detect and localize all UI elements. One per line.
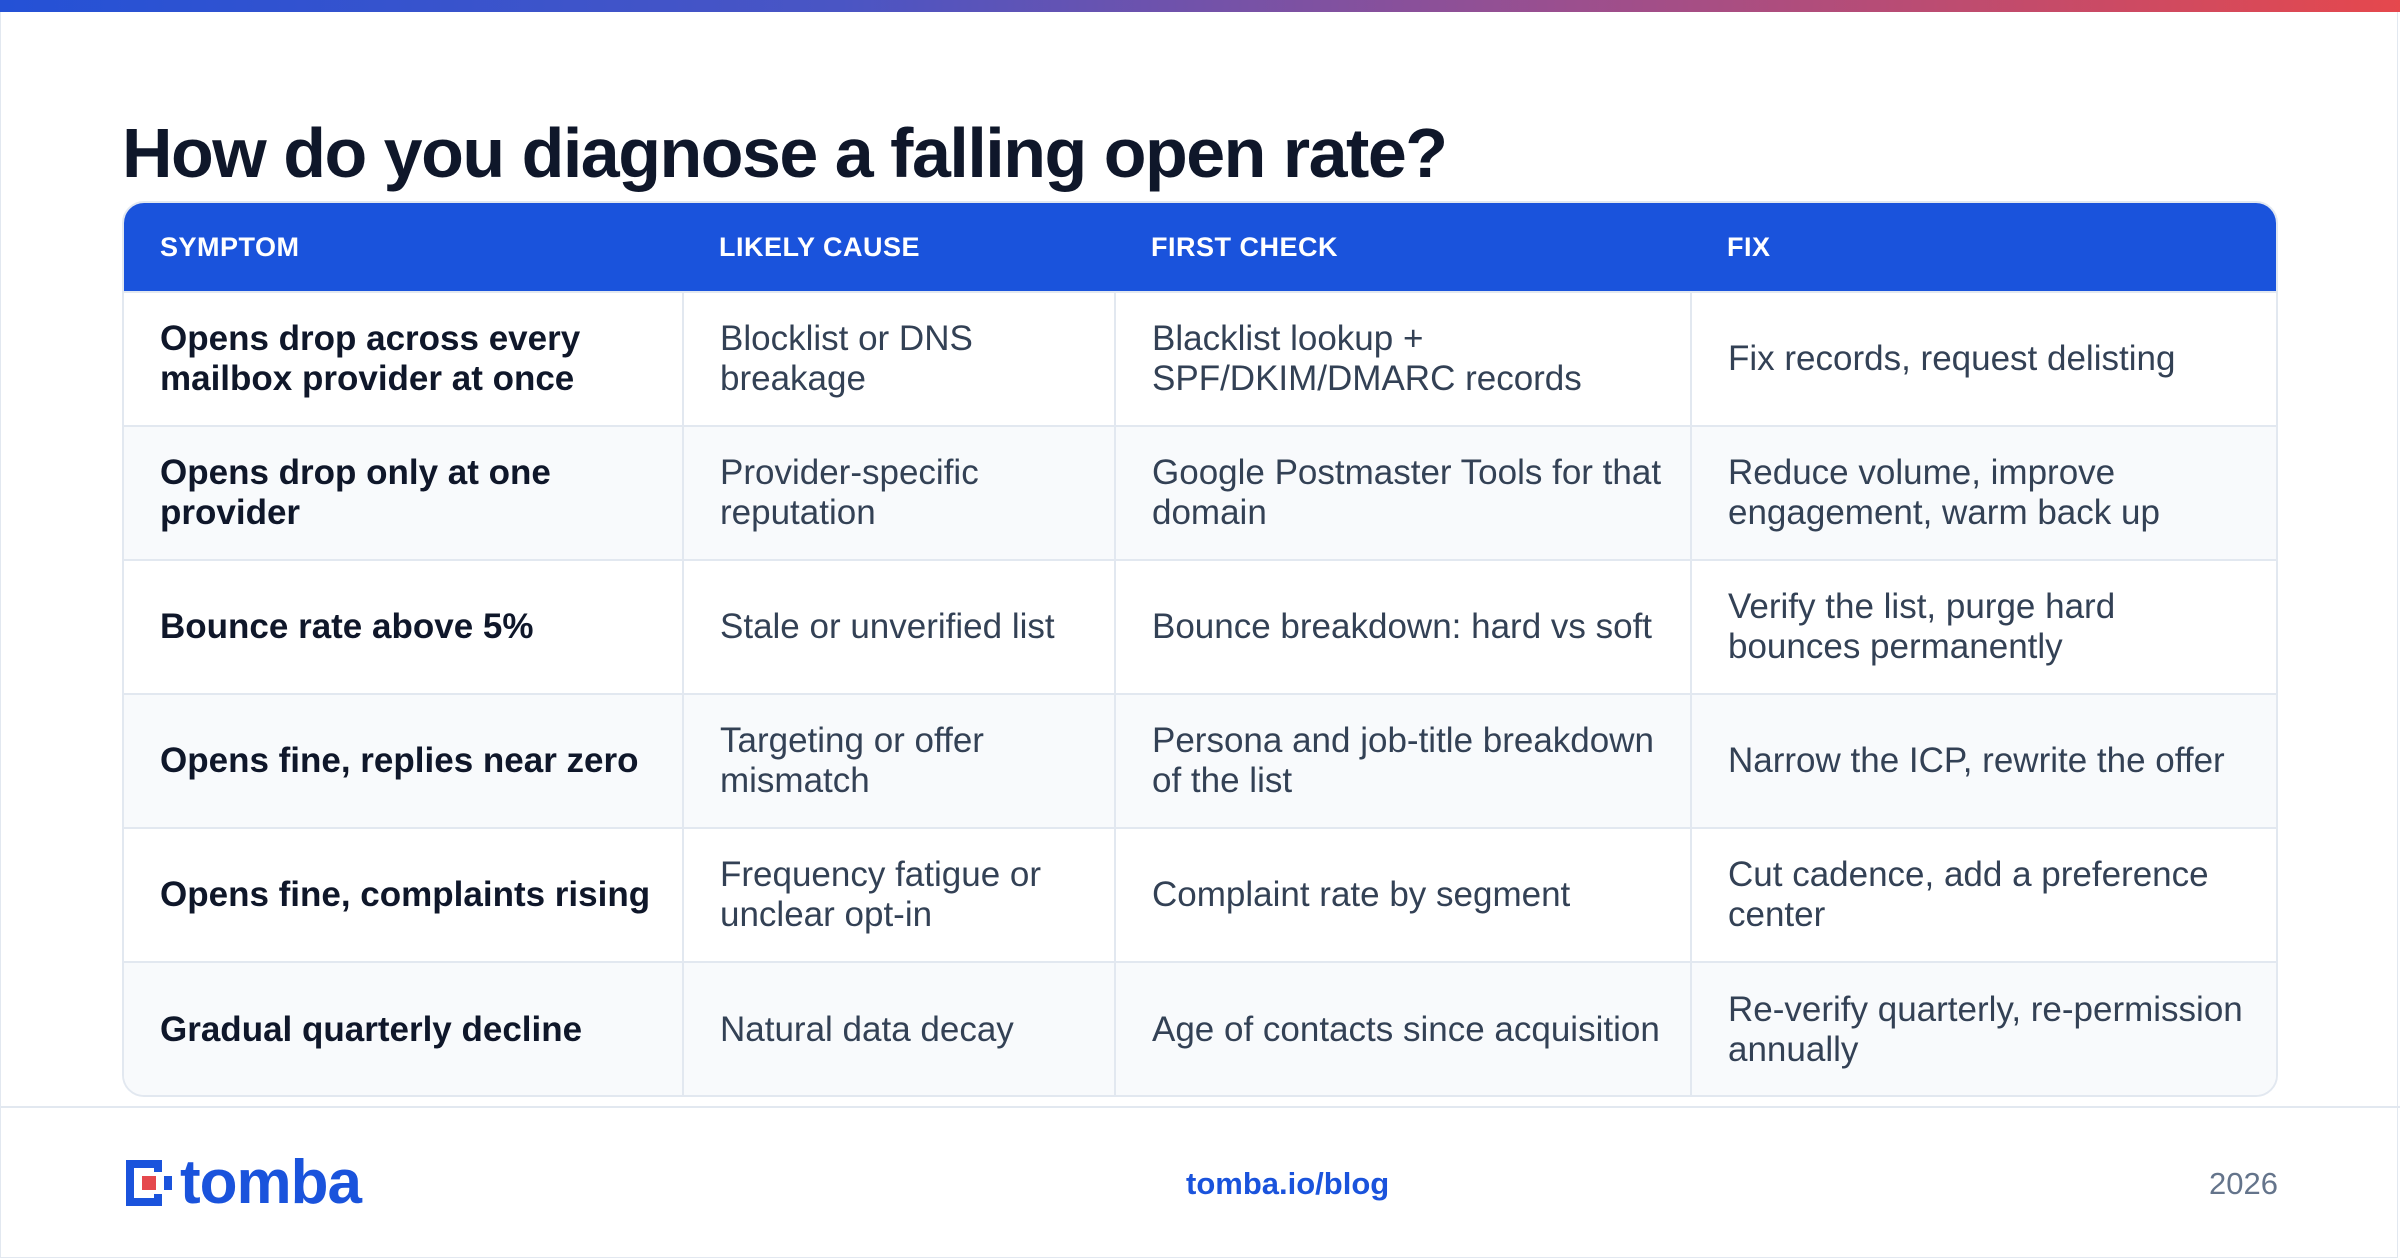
footer-year: 2026 <box>2209 1166 2278 1201</box>
table-row: Opens drop only at one provider Provider… <box>124 425 2276 560</box>
diagnosis-table: SYMPTOM LIKELY CAUSE FIRST CHECK FIX Ope… <box>122 201 2278 1097</box>
cell-fix: Cut cadence, add a preference center <box>1690 827 2276 962</box>
cell-likely-cause: Targeting or offer mismatch <box>682 693 1115 828</box>
blog-link[interactable]: tomba.io/blog <box>1186 1166 1390 1201</box>
cell-fix: Reduce volume, improve engagement, warm … <box>1690 425 2276 560</box>
cell-likely-cause: Stale or unverified list <box>682 559 1115 694</box>
cell-fix: Fix records, request delisting <box>1690 291 2276 426</box>
table-row: Opens fine, complaints rising Frequency … <box>124 827 2276 962</box>
card-frame <box>0 12 2398 1258</box>
header-first-check: FIRST CHECK <box>1151 231 1338 262</box>
brand-name: tomba <box>180 1148 362 1217</box>
cell-first-check: Persona and job-title breakdown of the l… <box>1114 693 1691 828</box>
tomba-logo[interactable]: tomba <box>122 1148 362 1217</box>
cell-first-check: Complaint rate by segment <box>1114 827 1691 962</box>
cell-symptom: Opens drop across every mailbox provider… <box>124 291 683 426</box>
cell-symptom: Opens fine, replies near zero <box>124 693 683 828</box>
table-row: Gradual quarterly decline Natural data d… <box>124 961 2276 1095</box>
tomba-logo-icon <box>126 1160 172 1206</box>
cell-fix: Re-verify quarterly, re-permission annua… <box>1690 961 2276 1095</box>
cell-first-check: Blacklist lookup + SPF/DKIM/DMARC record… <box>1114 291 1691 426</box>
cell-likely-cause: Natural data decay <box>682 961 1115 1095</box>
header-fix: FIX <box>1727 231 1771 262</box>
page-title: How do you diagnose a falling open rate? <box>122 114 1448 192</box>
header-symptom: SYMPTOM <box>160 231 300 262</box>
cell-symptom: Gradual quarterly decline <box>124 961 683 1095</box>
header-likely-cause: LIKELY CAUSE <box>719 231 921 262</box>
cell-likely-cause: Blocklist or DNS breakage <box>682 291 1115 426</box>
table-row: Opens fine, replies near zero Targeting … <box>124 693 2276 828</box>
cell-first-check: Bounce breakdown: hard vs soft <box>1114 559 1691 694</box>
footer-divider <box>0 1106 2400 1108</box>
cell-symptom: Bounce rate above 5% <box>124 559 683 694</box>
table-header-row: SYMPTOM LIKELY CAUSE FIRST CHECK FIX <box>124 203 2276 292</box>
cell-fix: Verify the list, purge hard bounces perm… <box>1690 559 2276 694</box>
cell-symptom: Opens fine, complaints rising <box>124 827 683 962</box>
cell-likely-cause: Frequency fatigue or unclear opt-in <box>682 827 1115 962</box>
cell-first-check: Google Postmaster Tools for that domain <box>1114 425 1691 560</box>
top-gradient-bar <box>0 0 2400 12</box>
table-row: Bounce rate above 5% Stale or unverified… <box>124 559 2276 694</box>
cell-symptom: Opens drop only at one provider <box>124 425 683 560</box>
cell-likely-cause: Provider-specific reputation <box>682 425 1115 560</box>
table-row: Opens drop across every mailbox provider… <box>124 291 2276 426</box>
cell-first-check: Age of contacts since acquisition <box>1114 961 1691 1095</box>
cell-fix: Narrow the ICP, rewrite the offer <box>1690 693 2276 828</box>
